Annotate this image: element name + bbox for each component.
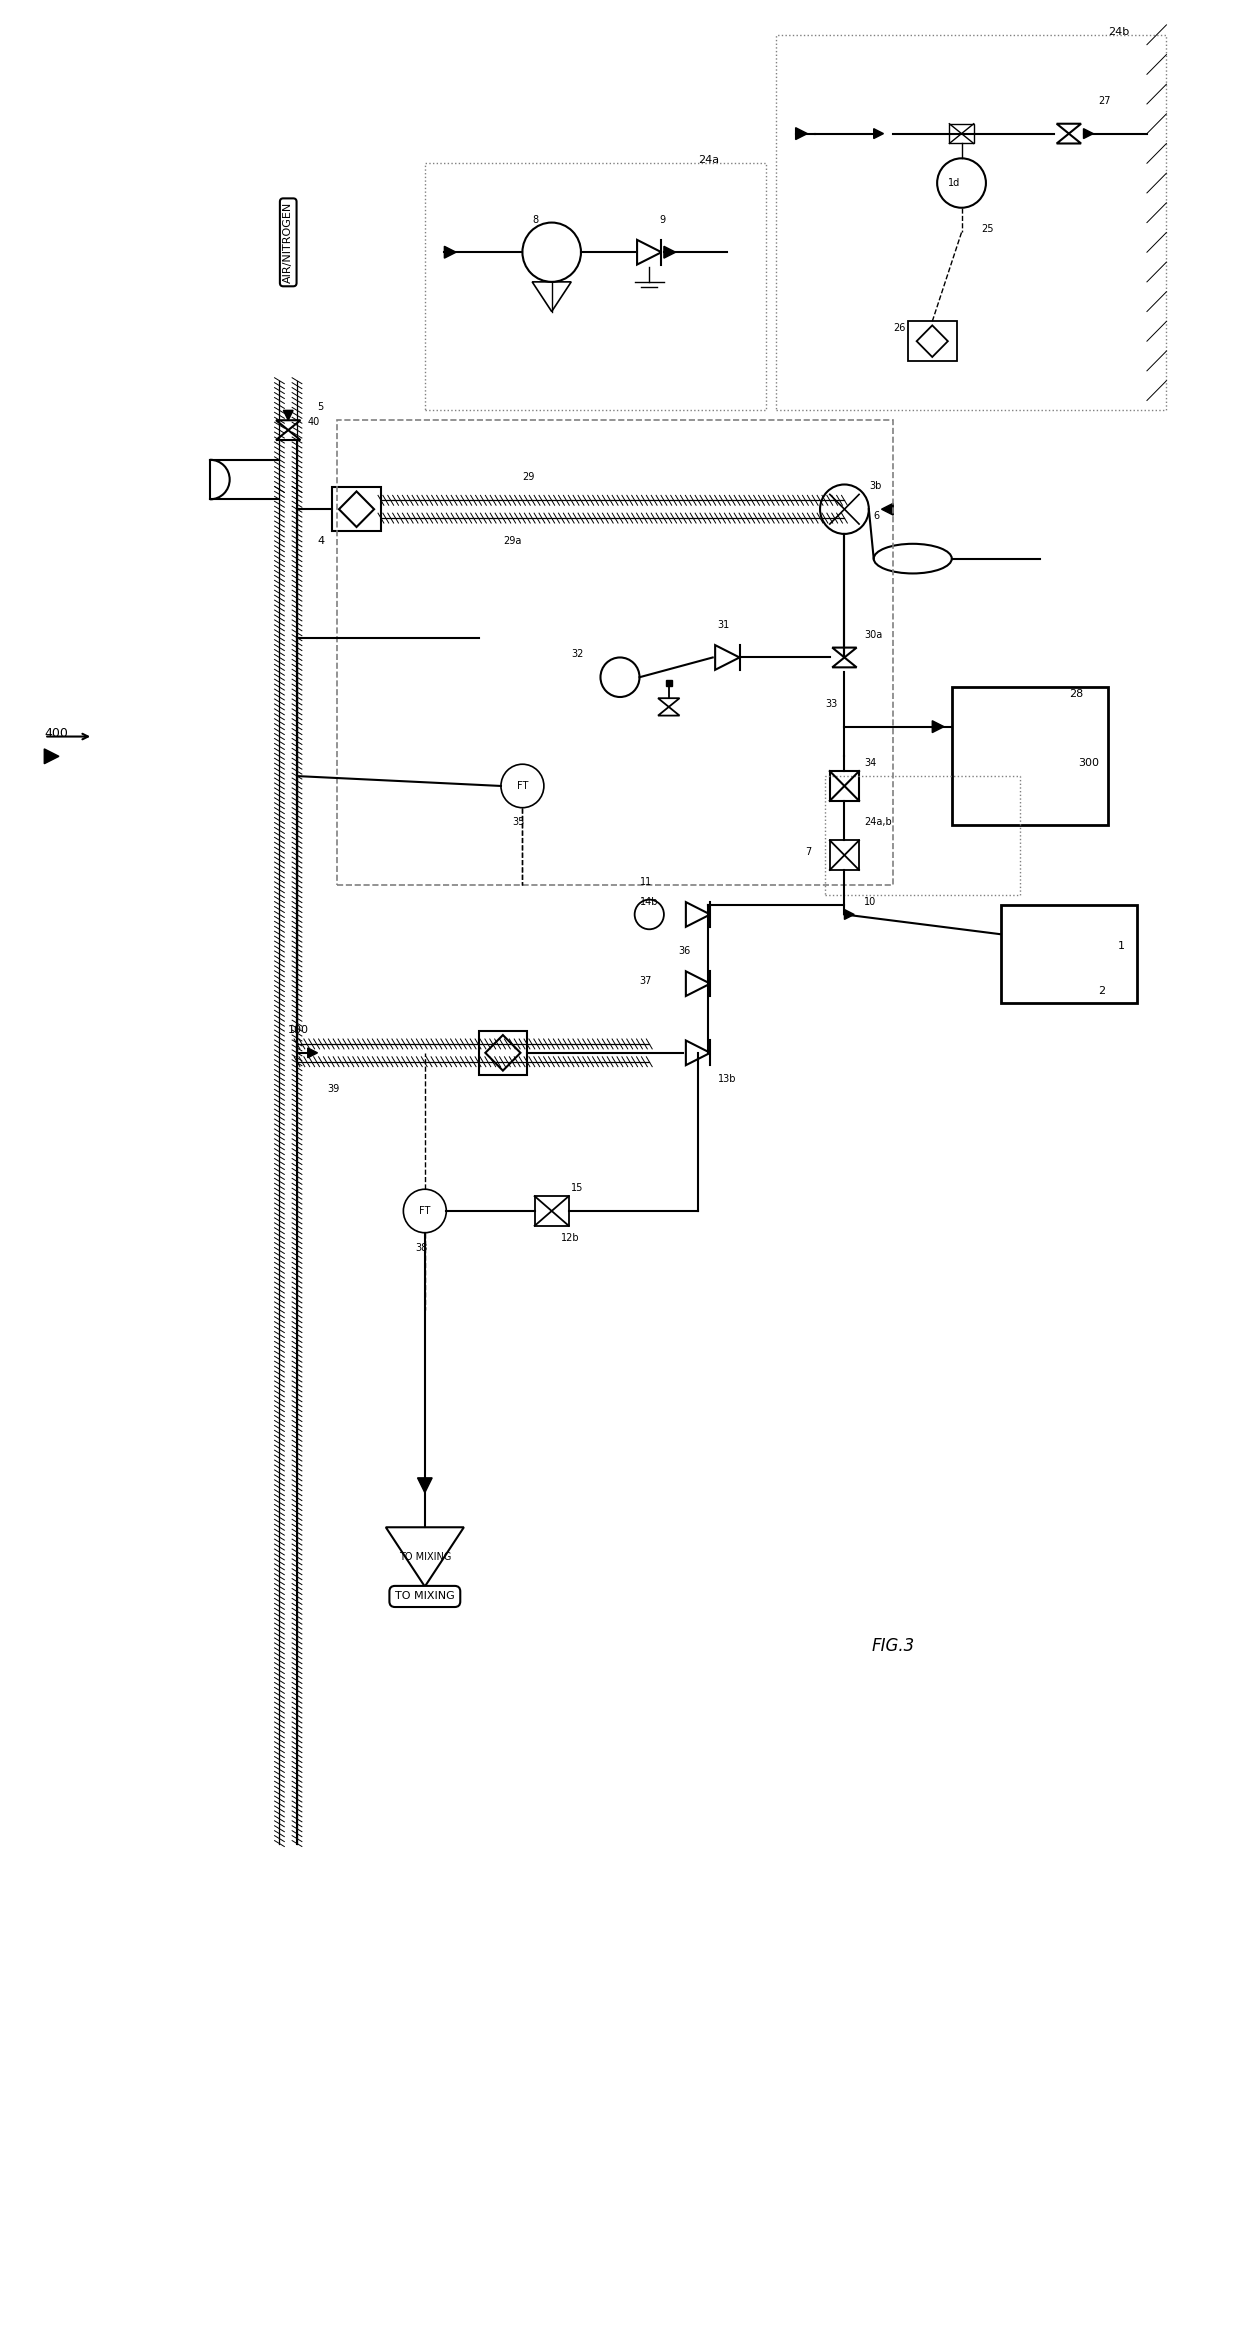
Polygon shape [686, 903, 711, 926]
Text: 400: 400 [45, 726, 68, 740]
Text: 31: 31 [718, 621, 730, 630]
Polygon shape [637, 240, 661, 264]
Polygon shape [386, 1528, 464, 1586]
Bar [825, 777, 1021, 894]
Text: 4: 4 [317, 537, 325, 546]
Text: AIR/NITROGEN: AIR/NITROGEN [283, 201, 293, 282]
Text: TO MIXING: TO MIXING [398, 1551, 451, 1561]
Polygon shape [1056, 124, 1081, 133]
Text: 1: 1 [1117, 940, 1125, 952]
Text: 100: 100 [288, 1024, 309, 1036]
Polygon shape [658, 707, 680, 716]
Text: 14b: 14b [640, 896, 658, 908]
Bar [534, 1197, 569, 1225]
Text: 11: 11 [640, 877, 652, 887]
Text: 6: 6 [874, 511, 880, 520]
Polygon shape [1084, 128, 1094, 138]
Bar [950, 124, 973, 145]
Bar [830, 840, 859, 870]
Text: TO MIXING: TO MIXING [396, 1591, 455, 1600]
Text: 7: 7 [806, 847, 812, 856]
Polygon shape [686, 1041, 711, 1066]
Polygon shape [444, 247, 456, 259]
Polygon shape [418, 1477, 433, 1493]
Polygon shape [1056, 133, 1081, 145]
Polygon shape [932, 721, 944, 733]
Text: 33: 33 [825, 700, 837, 709]
Polygon shape [715, 646, 739, 670]
Text: 24a: 24a [698, 156, 719, 166]
Text: 36: 36 [678, 945, 691, 957]
Text: 9: 9 [658, 215, 665, 224]
Text: 39: 39 [327, 1085, 340, 1094]
Text: 25: 25 [981, 224, 993, 233]
Text: 29a: 29a [503, 537, 521, 546]
Polygon shape [874, 128, 883, 138]
Text: 3b: 3b [869, 481, 882, 492]
Polygon shape [277, 420, 300, 429]
Bar [1001, 905, 1137, 1003]
Text: 15: 15 [572, 1183, 584, 1192]
Text: 27: 27 [1099, 96, 1111, 105]
Polygon shape [686, 971, 711, 996]
Bar [776, 35, 1167, 411]
Polygon shape [658, 698, 680, 707]
Text: 38: 38 [415, 1243, 428, 1253]
Text: 28: 28 [1069, 688, 1083, 700]
Text: 13b: 13b [718, 1076, 737, 1085]
Bar [425, 163, 766, 411]
Text: 35: 35 [512, 817, 525, 828]
Text: 37: 37 [640, 975, 652, 985]
Text: 24a,b: 24a,b [864, 817, 892, 828]
Polygon shape [308, 1048, 317, 1057]
Bar [952, 688, 1107, 826]
Text: 24b: 24b [1107, 26, 1130, 37]
Bar [337, 420, 893, 884]
Text: 29: 29 [522, 471, 534, 481]
Polygon shape [45, 749, 60, 763]
Polygon shape [832, 649, 857, 658]
Polygon shape [844, 910, 854, 919]
Text: FT: FT [517, 782, 528, 791]
Text: 30a: 30a [864, 630, 882, 639]
Polygon shape [882, 504, 893, 516]
Text: 2: 2 [1099, 985, 1105, 996]
Bar [332, 488, 381, 532]
Text: 8: 8 [532, 215, 538, 224]
Text: 12b: 12b [562, 1232, 580, 1243]
Text: 10: 10 [864, 896, 877, 908]
Polygon shape [832, 658, 857, 667]
Text: 1d: 1d [947, 177, 960, 189]
Text: 34: 34 [864, 758, 877, 768]
Text: 5: 5 [317, 401, 324, 413]
Text: FT: FT [419, 1206, 430, 1215]
Polygon shape [663, 247, 676, 259]
Text: 26: 26 [893, 324, 905, 334]
Bar [908, 322, 956, 362]
Text: FIG.3: FIG.3 [872, 1638, 915, 1654]
Polygon shape [284, 411, 293, 420]
Text: 300: 300 [1079, 758, 1100, 768]
Polygon shape [277, 429, 300, 441]
Bar [479, 1031, 527, 1076]
Bar [830, 772, 859, 800]
Polygon shape [796, 128, 807, 140]
Text: 32: 32 [572, 649, 584, 660]
Text: 40: 40 [308, 418, 320, 427]
